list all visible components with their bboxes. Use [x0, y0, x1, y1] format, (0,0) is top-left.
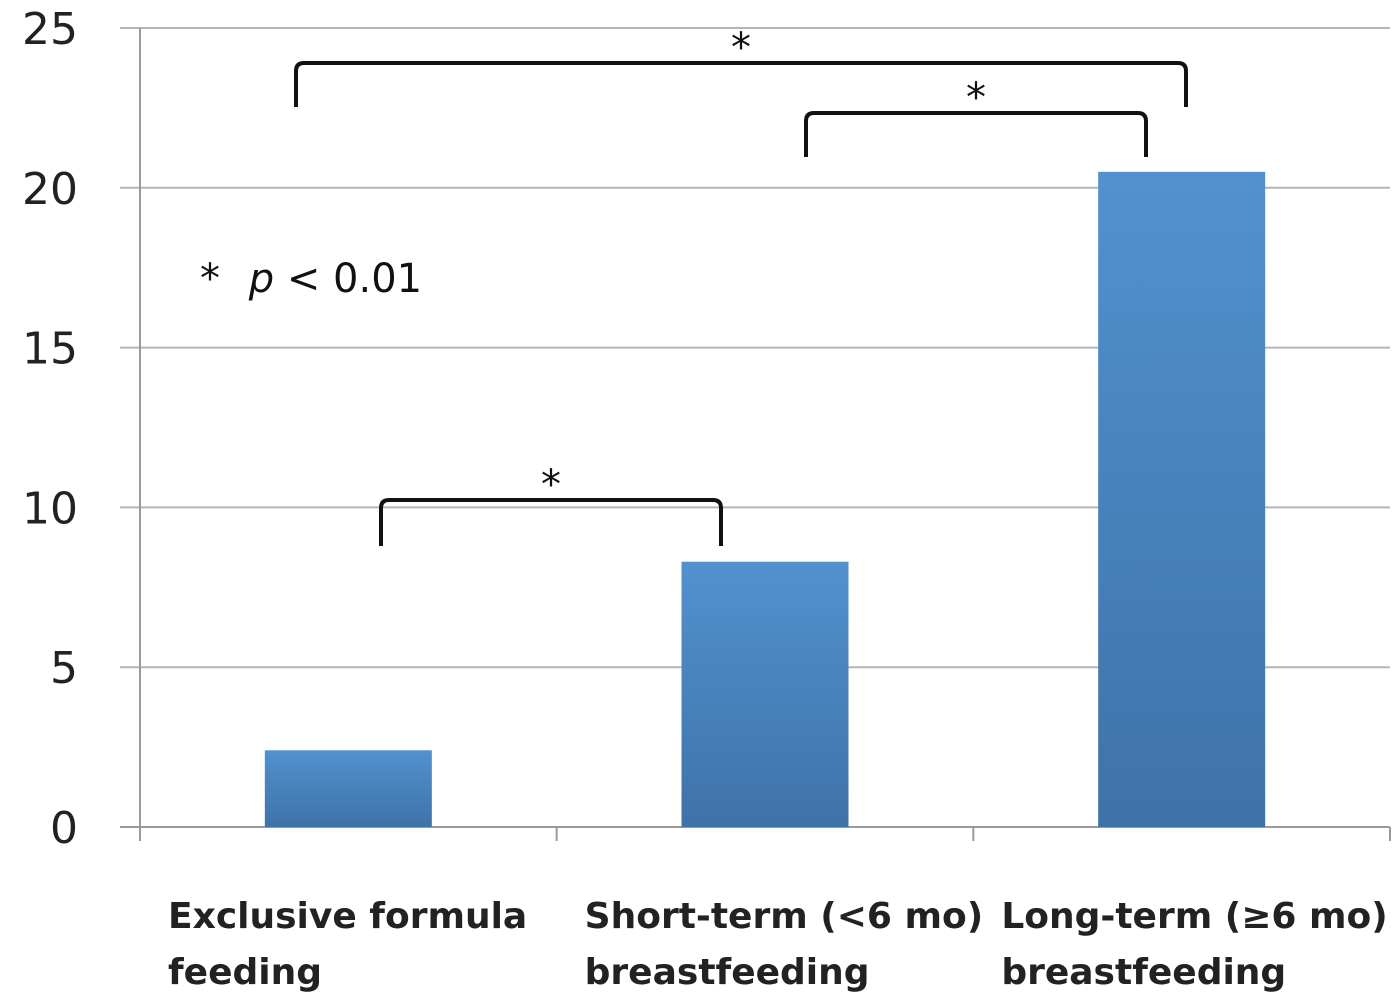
y-tick-label: 20 [22, 164, 78, 215]
note-star: * [200, 256, 220, 302]
y-tick-label: 10 [22, 483, 78, 534]
x-category-label: feeding [168, 952, 322, 993]
x-category-label: breastfeeding [1001, 952, 1286, 993]
bar [681, 561, 849, 827]
significance-star: * [966, 75, 986, 121]
x-category-label: Short-term (<6 mo) [585, 896, 984, 937]
bars [264, 171, 1266, 827]
y-tick-label: 25 [22, 4, 78, 55]
x-category-label: breastfeeding [585, 952, 870, 993]
y-tick-label: 0 [50, 803, 78, 854]
y-tick-label: 15 [22, 324, 78, 375]
bar [1098, 171, 1266, 827]
significance-note: * p < 0.01 [200, 256, 422, 302]
labels: 0 5 10 15 20 25 Exclusive formula feeding Short-… [22, 4, 1388, 993]
bar [264, 750, 432, 827]
note-rest: < 0.01 [287, 256, 422, 302]
note-p: p [248, 256, 274, 302]
significance-bracket [804, 111, 1148, 157]
significance-bracket [294, 61, 1188, 107]
significance-brackets: * * * [294, 25, 1188, 546]
x-category-label: Long-term (≥6 mo) [1001, 896, 1387, 937]
x-category-label: Exclusive formula [168, 896, 527, 937]
significance-star: * [731, 25, 751, 71]
significance-star: * [541, 462, 561, 508]
significance-bracket [379, 498, 723, 546]
y-tick-label: 5 [50, 643, 78, 694]
